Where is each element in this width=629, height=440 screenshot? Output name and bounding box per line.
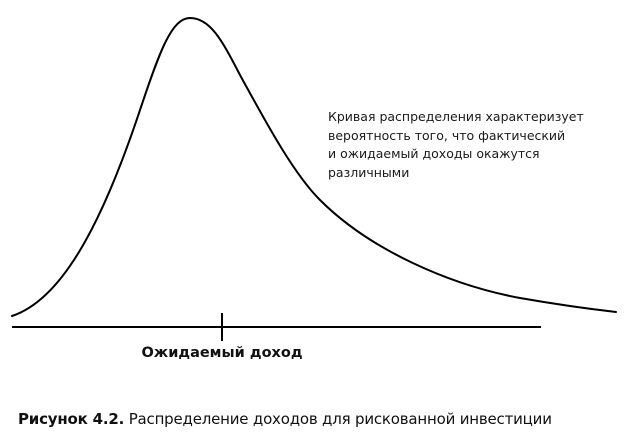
curve-annotation: Кривая распределения характеризует вероя…: [328, 108, 588, 182]
annotation-line-1: Кривая распределения характеризует: [328, 109, 584, 124]
distribution-curve: [11, 16, 617, 317]
expected-return-label: Ожидаемый доход: [141, 345, 303, 361]
annotation-line-4: различными: [328, 164, 410, 180]
caption-label: Рисунок 4.2.: [18, 410, 125, 428]
figure-caption: Рисунок 4.2. Распределение доходов для р…: [18, 410, 618, 428]
caption-text: Распределение доходов для рискованной ин…: [124, 410, 552, 428]
annotation-line-3: и ожидаемый доходы окажутся: [328, 146, 540, 161]
annotation-line-2: вероятность того, что фактический: [328, 127, 566, 143]
